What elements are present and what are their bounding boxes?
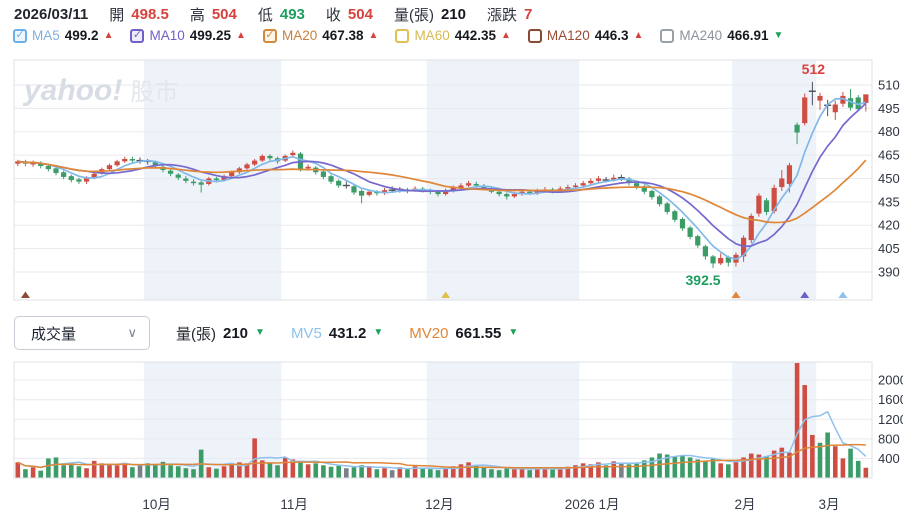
svg-text:1600: 1600 <box>878 392 903 407</box>
trend-icon: ▼ <box>255 327 265 338</box>
volume-field-2: MV20 661.55 ▼ <box>409 324 519 342</box>
svg-text:2000: 2000 <box>878 373 903 388</box>
ma60-checkbox[interactable] <box>395 28 410 43</box>
volume-controls: 成交量 ∨ 量(張) 210 ▼ MV5 431.2 ▼ MV20 661.55 ▼ <box>14 316 518 350</box>
trend-icon: ▲ <box>236 29 246 41</box>
x-axis: 10月 11月 12月 2026 1月 2月 3月 <box>0 493 903 513</box>
svg-text:405: 405 <box>878 241 900 256</box>
trend-icon: ▲ <box>368 29 379 41</box>
trend-icon: ▼ <box>773 29 784 41</box>
volume-field-1: MV5 431.2 ▼ <box>290 324 384 342</box>
volume-field-0: 量(張) 210 ▼ <box>176 324 265 343</box>
indicator-dropdown-value: 成交量 <box>31 325 77 343</box>
month-label: 12月 <box>425 497 454 512</box>
svg-text:450: 450 <box>878 171 900 186</box>
month-label: 2月 <box>734 497 756 512</box>
ohlc-field-0: 開 498.5 <box>109 6 169 24</box>
ma120-toggle[interactable]: MA120 446.3 ▲ <box>527 28 644 43</box>
trend-icon: ▲ <box>633 29 644 41</box>
svg-text:390: 390 <box>878 264 900 279</box>
ohlc-field-1: 高 504 <box>189 6 237 24</box>
ma120-checkbox[interactable] <box>527 28 542 43</box>
svg-text:495: 495 <box>878 101 900 116</box>
ma10-checkbox[interactable]: ✓ <box>130 28 145 43</box>
ma20-toggle[interactable]: ✓ MA20 467.38 ▲ <box>262 28 379 43</box>
chevron-down-icon: ∨ <box>127 325 137 340</box>
ohlc-field-4: 量(張) 210 <box>393 6 466 24</box>
month-label: 10月 <box>142 497 171 512</box>
svg-text:800: 800 <box>878 431 900 446</box>
low-annotation: 392.5 <box>686 272 721 288</box>
svg-text:435: 435 <box>878 194 900 209</box>
ohlc-field-5: 漲跌 7 <box>486 6 533 24</box>
price-chart[interactable]: 390 405 420 435 450 465 480 495 510 yahoo! 股市 512 39… <box>0 55 903 305</box>
ma20-checkbox[interactable]: ✓ <box>262 28 277 43</box>
svg-text:480: 480 <box>878 124 900 139</box>
ma5-toggle[interactable]: ✓ MA5 499.2 ▲ <box>13 28 113 43</box>
ma240-checkbox[interactable] <box>660 28 675 43</box>
svg-text:400: 400 <box>878 451 900 466</box>
trend-icon: ▼ <box>373 327 384 338</box>
svg-text:420: 420 <box>878 218 900 233</box>
ma5-checkbox[interactable]: ✓ <box>13 28 27 43</box>
month-label: 2026 1月 <box>564 497 620 512</box>
ohlc-header: 2026/03/11 開 498.5 高 504 低 493 收 504 量(張) 210… <box>14 4 532 25</box>
yahoo-watermark: yahoo! 股市 <box>22 74 178 107</box>
indicator-dropdown[interactable]: 成交量 ∨ <box>14 316 150 350</box>
volume-legend: 量(張) 210 ▼ MV5 431.2 ▼ MV20 661.55 ▼ <box>176 323 518 344</box>
high-annotation: 512 <box>802 61 826 77</box>
ohlc-field-3: 收 504 <box>325 6 373 24</box>
trend-icon: ▲ <box>103 29 114 41</box>
ma60-toggle[interactable]: MA60 442.35 ▲ <box>395 28 511 43</box>
quote-date: 2026/03/11 <box>14 6 89 23</box>
ma240-toggle[interactable]: MA240 466.91 ▼ <box>660 28 783 43</box>
trend-icon: ▼ <box>508 327 519 338</box>
ma-legend: ✓ MA5 499.2 ▲ ✓ MA10 499.25 ▲ ✓ MA20 467.38 ▲ MA6… <box>13 28 783 43</box>
month-label: 3月 <box>818 497 840 512</box>
ma10-toggle[interactable]: ✓ MA10 499.25 ▲ <box>130 28 246 43</box>
month-label: 11月 <box>280 497 308 512</box>
volume-chart[interactable]: 400 800 1200 1600 2000 <box>0 358 903 483</box>
trend-icon: ▲ <box>501 29 511 41</box>
svg-text:510: 510 <box>878 78 900 93</box>
svg-text:465: 465 <box>878 148 900 163</box>
ohlc-field-2: 低 493 <box>257 6 305 24</box>
svg-text:1200: 1200 <box>878 412 903 427</box>
